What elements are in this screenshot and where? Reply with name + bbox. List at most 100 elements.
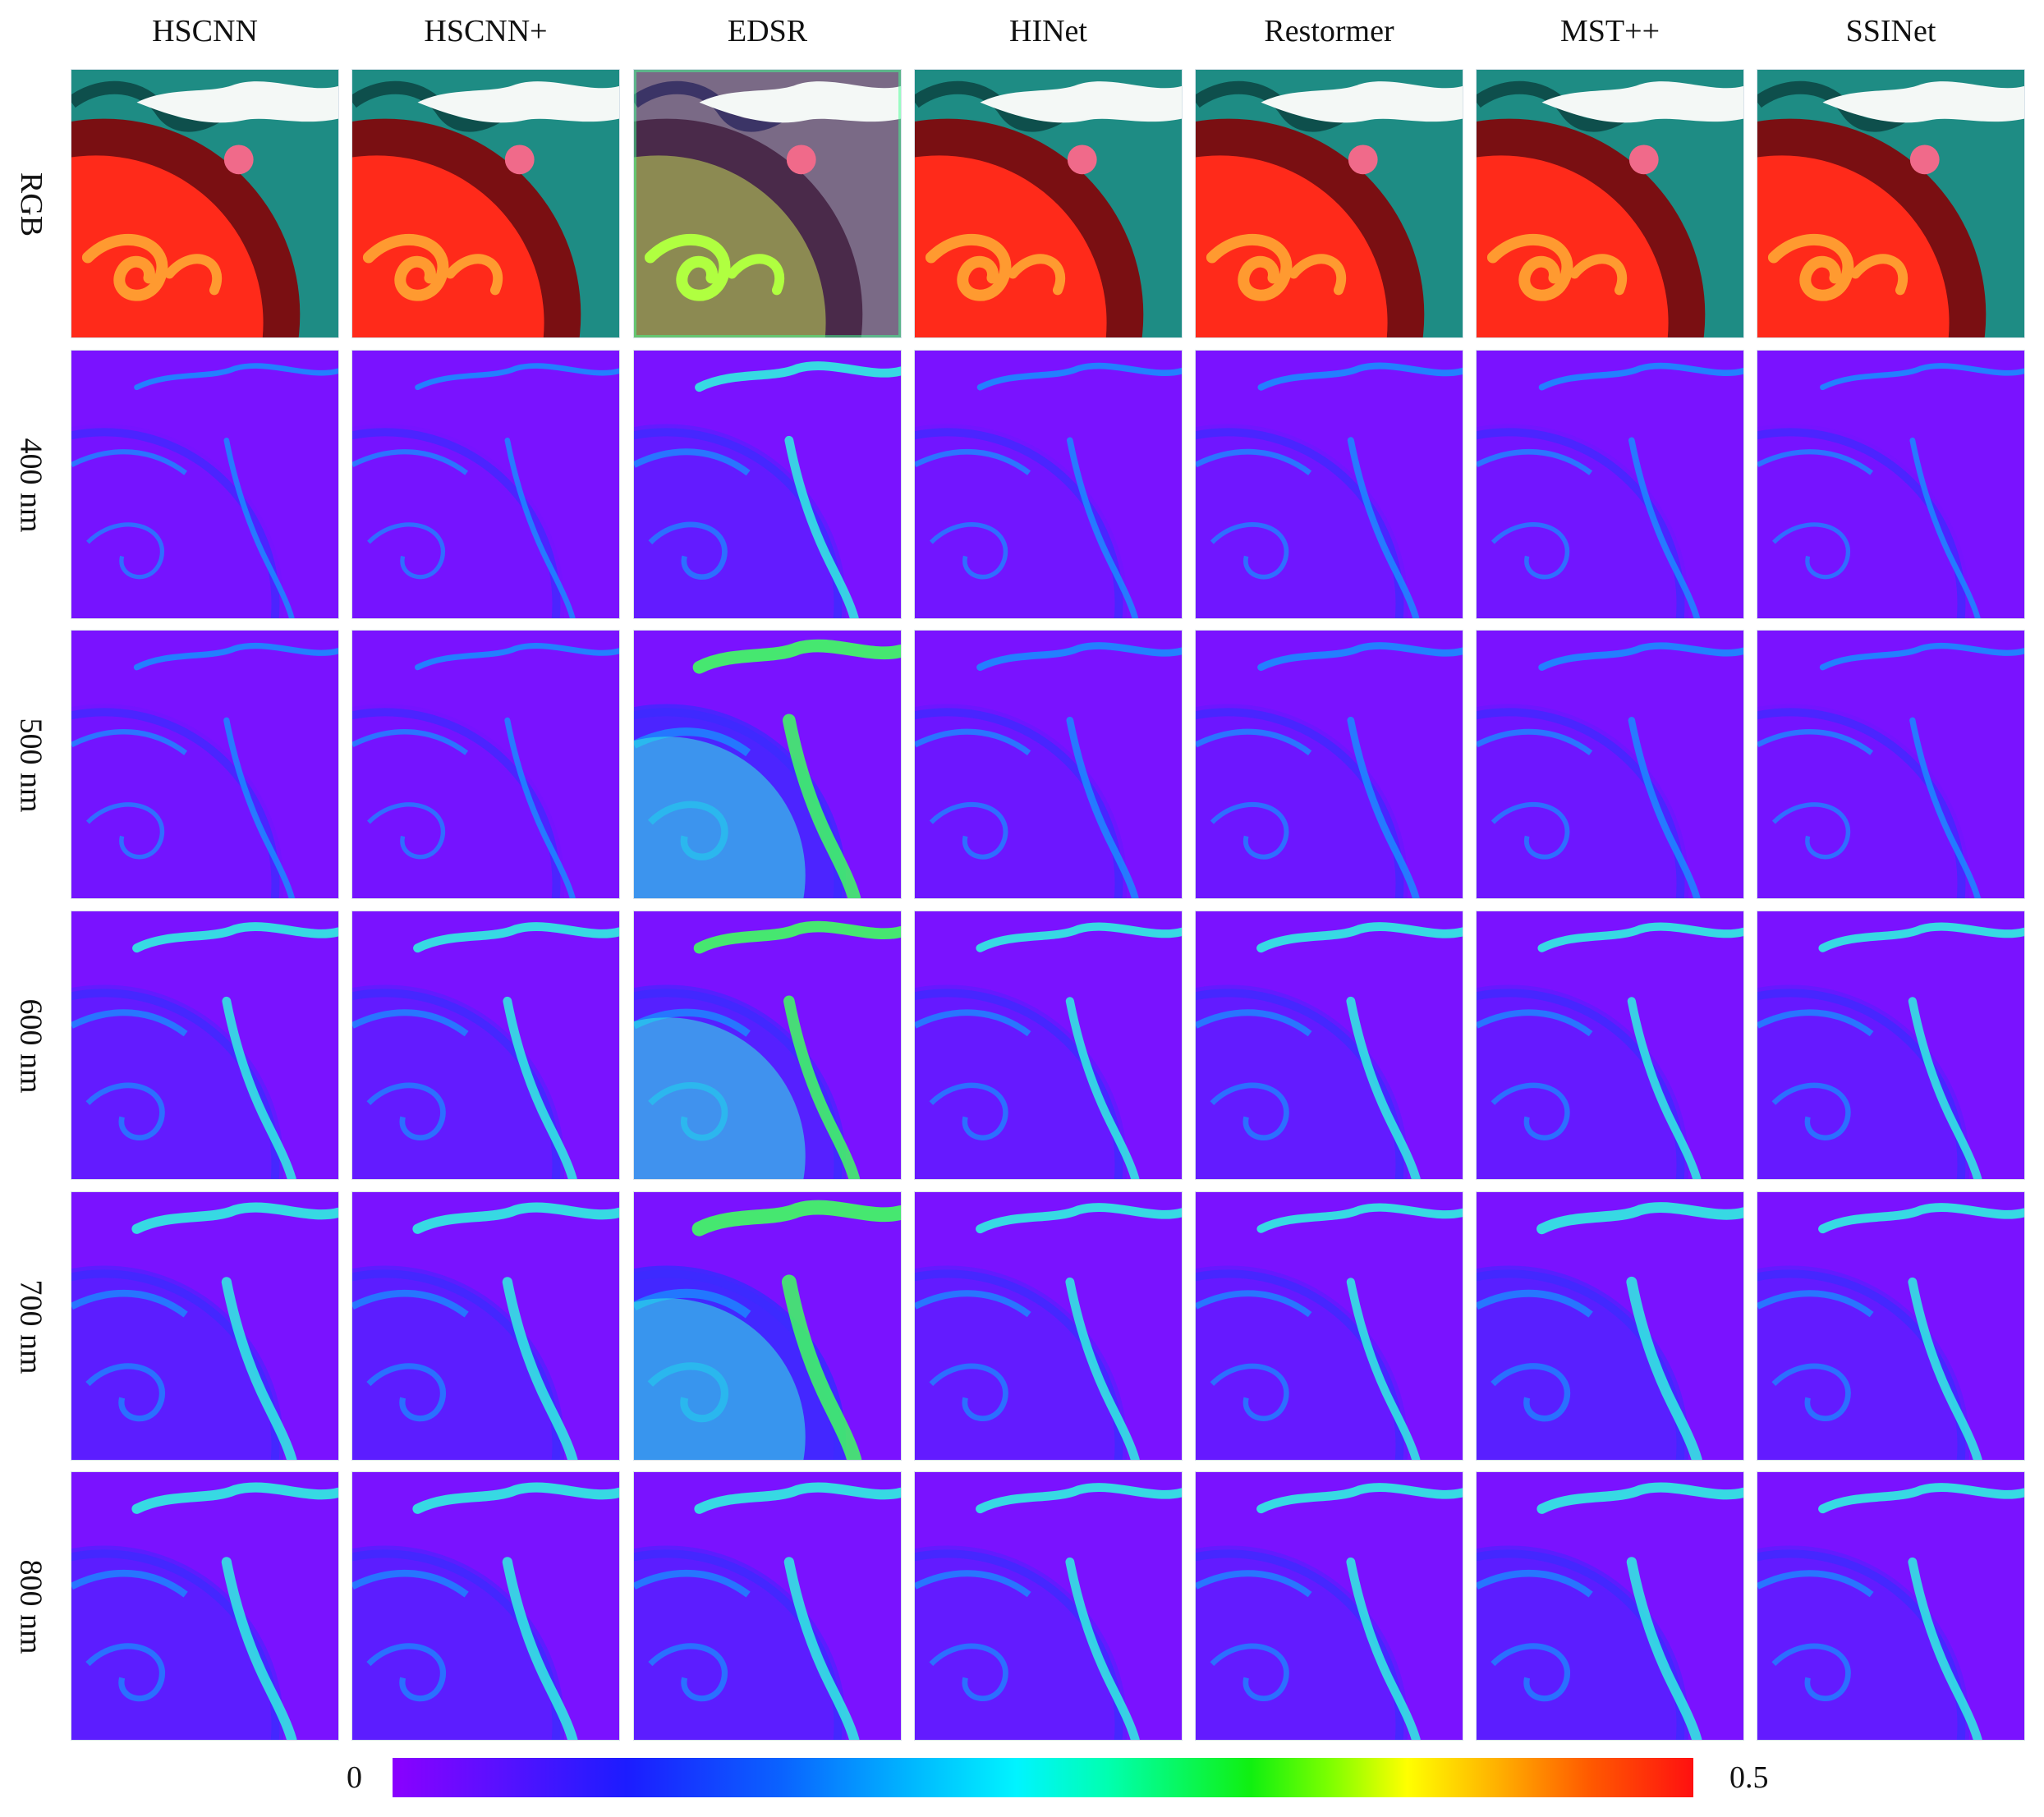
panel-800-nm-hinet (914, 1471, 1183, 1741)
rgb-image (915, 70, 1182, 337)
panel-700-nm-hinet (914, 1191, 1183, 1461)
panel-500-nm-hscnn (71, 630, 339, 899)
panel-rgb-restormer (1195, 69, 1463, 338)
rgb-image (1477, 70, 1743, 337)
error-heatmap (634, 911, 901, 1179)
error-heatmap (1757, 631, 2024, 898)
panel-400-nm-restormer (1195, 350, 1463, 619)
row-label-text: 400 nm (14, 438, 48, 533)
error-heatmap (915, 631, 1182, 898)
panel-400-nm-hscnn (71, 350, 339, 619)
rgb-image (1757, 70, 2024, 337)
colorbar-max-label: 0.5 (1729, 1760, 1769, 1795)
error-heatmap (915, 351, 1182, 618)
panel-500-nm-hscnnplus (351, 630, 620, 899)
error-heatmap (1196, 631, 1463, 898)
error-heatmap (1196, 1192, 1463, 1460)
panel-500-nm-restormer (1195, 630, 1463, 899)
row-label-rgb: RGB (0, 69, 62, 340)
error-heatmap (915, 1192, 1182, 1460)
panel-400-nm-hscnnplus (351, 350, 620, 619)
error-heatmap (71, 631, 338, 898)
error-heatmap (1196, 351, 1463, 618)
column-header-mstplusplus: MST++ (1560, 14, 1660, 48)
error-heatmap (1757, 911, 2024, 1179)
panel-400-nm-mstplusplus (1476, 350, 1744, 619)
error-heatmap (1477, 351, 1743, 618)
column-header-ssinet: SSINet (1845, 14, 1936, 48)
row-label-400-nm: 400 nm (0, 350, 62, 621)
column-header-hscnnplus: HSCNN+ (424, 14, 548, 48)
panel-500-nm-hinet (914, 630, 1183, 899)
panel-rgb-hinet (914, 69, 1183, 338)
error-heatmap (1477, 1472, 1743, 1740)
row-label-700-nm: 700 nm (0, 1191, 62, 1462)
error-heatmap (1757, 1192, 2024, 1460)
column-header-edsr: EDSR (727, 14, 808, 48)
panel-600-nm-hinet (914, 911, 1183, 1180)
rgb-image (1196, 70, 1463, 337)
panel-500-nm-mstplusplus (1476, 630, 1744, 899)
panel-800-nm-edsr (633, 1471, 902, 1741)
panel-600-nm-edsr (633, 911, 902, 1180)
row-label-text: 800 nm (14, 1559, 48, 1654)
panel-400-nm-hinet (914, 350, 1183, 619)
rgb-image (634, 70, 901, 337)
panel-700-nm-edsr (633, 1191, 902, 1461)
panel-600-nm-hscnn (71, 911, 339, 1180)
column-header-restormer: Restormer (1264, 14, 1394, 48)
error-heatmap (71, 911, 338, 1179)
error-heatmap (1196, 911, 1463, 1179)
error-heatmap (634, 1192, 901, 1460)
panel-rgb-hscnnplus (351, 69, 620, 338)
row-label-800-nm: 800 nm (0, 1471, 62, 1742)
panel-rgb-ssinet (1757, 69, 2025, 338)
column-header-hinet: HINet (1009, 14, 1087, 48)
row-label-text: 500 nm (14, 718, 48, 813)
panel-500-nm-ssinet (1757, 630, 2025, 899)
colorbar (393, 1758, 1693, 1797)
panel-800-nm-hscnnplus (351, 1471, 620, 1741)
error-heatmap (352, 1472, 619, 1740)
panel-700-nm-ssinet (1757, 1191, 2025, 1461)
error-heatmap (352, 1192, 619, 1460)
rgb-image (352, 70, 619, 337)
panel-400-nm-ssinet (1757, 350, 2025, 619)
error-heatmap (1477, 1192, 1743, 1460)
row-label-text: 600 nm (14, 998, 48, 1094)
panel-800-nm-mstplusplus (1476, 1471, 1744, 1741)
error-heatmap (1196, 1472, 1463, 1740)
colorbar-min-label: 0 (347, 1760, 362, 1795)
panel-700-nm-hscnn (71, 1191, 339, 1461)
error-heatmap (1477, 631, 1743, 898)
panel-400-nm-edsr (633, 350, 902, 619)
error-heatmap (634, 351, 901, 618)
error-heatmap (634, 1472, 901, 1740)
error-heatmap (634, 631, 901, 898)
panel-700-nm-mstplusplus (1476, 1191, 1744, 1461)
rgb-image (71, 70, 338, 337)
error-heatmap (71, 351, 338, 618)
error-heatmap (352, 351, 619, 618)
panel-500-nm-edsr (633, 630, 902, 899)
error-heatmap (71, 1472, 338, 1740)
panel-600-nm-hscnnplus (351, 911, 620, 1180)
column-header-hscnn: HSCNN (152, 14, 258, 48)
error-heatmap (71, 1192, 338, 1460)
error-heatmap (915, 911, 1182, 1179)
error-heatmap (352, 911, 619, 1179)
panel-600-nm-restormer (1195, 911, 1463, 1180)
panel-700-nm-hscnnplus (351, 1191, 620, 1461)
panel-800-nm-hscnn (71, 1471, 339, 1741)
error-heatmap (1757, 1472, 2024, 1740)
row-label-text: 700 nm (14, 1279, 48, 1374)
error-heatmap (1477, 911, 1743, 1179)
panel-800-nm-restormer (1195, 1471, 1463, 1741)
panel-rgb-hscnn (71, 69, 339, 338)
error-heatmap (915, 1472, 1182, 1740)
panel-600-nm-mstplusplus (1476, 911, 1744, 1180)
row-label-600-nm: 600 nm (0, 911, 62, 1182)
error-heatmap (352, 631, 619, 898)
row-label-text: RGB (14, 172, 49, 237)
panel-800-nm-ssinet (1757, 1471, 2025, 1741)
